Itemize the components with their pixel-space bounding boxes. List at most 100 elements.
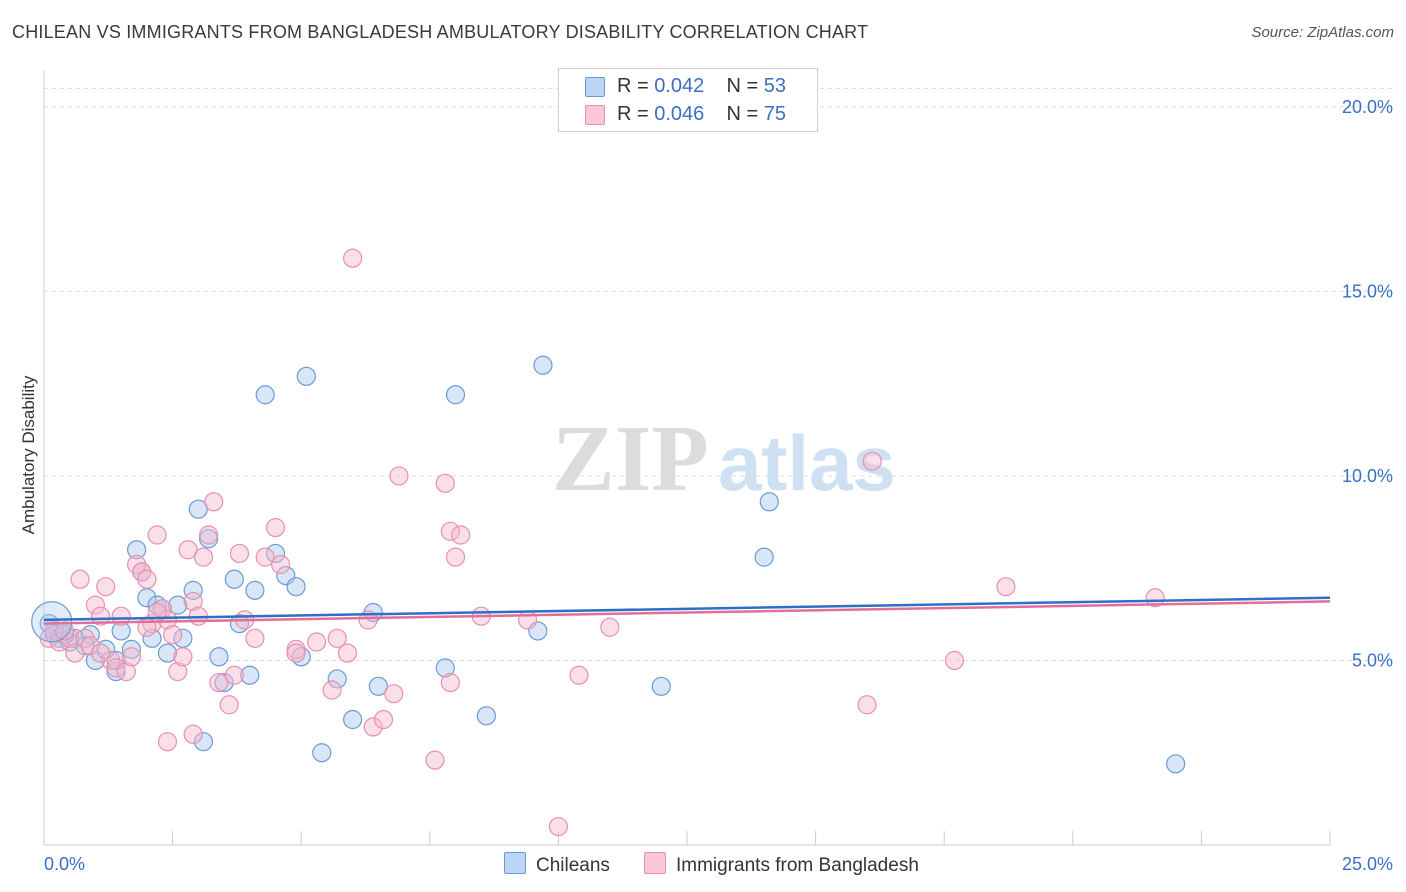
- point-bangladesh: [440, 521, 460, 541]
- point-chilean: [245, 580, 265, 600]
- point-bangladesh: [286, 643, 306, 663]
- axis-layer: 5.0% 10.0% 15.0% 20.0%: [43, 70, 1393, 846]
- point-bangladesh: [517, 610, 538, 630]
- watermark-atlas: atlas: [718, 419, 896, 507]
- point-bangladesh: [265, 518, 286, 538]
- point-bangladesh: [255, 547, 275, 567]
- point-bangladesh: [271, 554, 291, 575]
- trend-layer: [43, 596, 1331, 625]
- point-chilean: [286, 577, 306, 597]
- point-chilean: [142, 628, 162, 648]
- point-chilean: [240, 665, 260, 685]
- bottom-legend-chileans: Chileans: [504, 852, 610, 877]
- legend-n-label: N =: [726, 75, 764, 97]
- point-bangladesh: [121, 647, 142, 667]
- point-chilean: [126, 540, 147, 560]
- grid-layer: [44, 87, 1393, 661]
- point-bangladesh: [451, 525, 471, 545]
- point-bangladesh: [157, 732, 178, 752]
- y-tick-label: 10.0%: [1342, 466, 1393, 486]
- watermark-zip: ZIP: [552, 407, 709, 511]
- y-tick-label: 15.0%: [1342, 281, 1393, 301]
- point-bangladesh: [173, 647, 193, 667]
- point-chilean: [168, 595, 188, 615]
- legend-r-value: 0.046: [654, 103, 705, 125]
- trend-line-chileans: [43, 596, 1331, 622]
- legend-r-label: R =: [617, 75, 655, 97]
- point-bangladesh: [384, 684, 404, 704]
- point-bangladesh: [80, 636, 100, 656]
- point-chilean-cluster: [31, 601, 73, 643]
- point-chilean: [193, 732, 214, 752]
- point-bangladesh: [44, 621, 64, 641]
- point-bangladesh: [445, 547, 466, 567]
- point-bangladesh: [96, 577, 116, 597]
- point-chilean: [1166, 754, 1186, 774]
- point-bangladesh: [70, 569, 90, 589]
- point-bangladesh: [183, 591, 203, 612]
- point-chilean: [296, 366, 316, 386]
- point-chilean: [327, 669, 347, 689]
- point-chilean: [157, 643, 178, 663]
- point-bangladesh: [90, 606, 111, 626]
- bottom-legend-swatch-bangladesh: [644, 852, 666, 874]
- point-bangladesh: [548, 816, 569, 837]
- point-bangladesh: [996, 577, 1016, 597]
- point-chilean: [183, 580, 203, 600]
- point-bangladesh: [54, 621, 75, 641]
- point-chilean: [224, 569, 244, 589]
- point-bangladesh: [322, 680, 342, 700]
- bottom-legend-label-chileans: Chileans: [536, 855, 610, 876]
- point-bangladesh: [219, 695, 239, 715]
- point-bangladesh: [1145, 588, 1165, 608]
- point-bangladesh: [163, 625, 183, 645]
- point-bangladesh: [435, 473, 455, 493]
- point-chilean: [368, 676, 388, 696]
- point-chilean: [476, 706, 496, 726]
- points-layer: [31, 248, 1186, 837]
- x-tick-label-max: 25.0%: [1342, 854, 1393, 874]
- point-bangladesh: [440, 673, 460, 693]
- point-bangladesh: [204, 492, 224, 512]
- point-bangladesh: [106, 658, 126, 678]
- point-chilean: [80, 625, 100, 645]
- point-chilean: [65, 628, 85, 648]
- point-bangladesh: [178, 540, 198, 560]
- y-tick-label: 20.0%: [1342, 97, 1393, 117]
- point-bangladesh: [245, 628, 265, 648]
- point-bangladesh: [373, 709, 394, 730]
- point-bangladesh: [343, 248, 363, 268]
- point-chilean: [75, 636, 95, 656]
- legend-swatch-chileans: [585, 77, 605, 97]
- point-chilean: [188, 499, 208, 519]
- point-chilean: [759, 492, 779, 512]
- legend-swatch-bangladesh: [585, 105, 605, 125]
- point-bangladesh: [157, 610, 178, 630]
- chart-title: CHILEAN VS IMMIGRANTS FROM BANGLADESH AM…: [12, 22, 869, 42]
- point-bangladesh: [65, 643, 85, 663]
- y-axis-label: Ambulatory Disability: [19, 375, 38, 534]
- point-bangladesh: [307, 632, 327, 652]
- legend-n-label: N =: [726, 103, 764, 125]
- point-chilean: [312, 743, 332, 763]
- point-bangladesh: [116, 661, 136, 682]
- point-bangladesh: [229, 543, 250, 564]
- legend-r-label: R =: [617, 103, 655, 125]
- point-bangladesh: [90, 643, 111, 663]
- bottom-legend-label-bangladesh: Immigrants from Bangladesh: [676, 855, 919, 876]
- point-chilean: [255, 385, 275, 405]
- point-bangladesh: [600, 617, 620, 637]
- point-chilean: [343, 709, 363, 730]
- point-chilean: [265, 543, 286, 564]
- point-bangladesh: [363, 717, 383, 737]
- point-bangladesh: [944, 650, 965, 671]
- bottom-legend-bangladesh: Immigrants from Bangladesh: [644, 852, 919, 877]
- point-bangladesh: [199, 525, 219, 545]
- point-chilean: [754, 547, 774, 567]
- point-bangladesh: [85, 595, 106, 615]
- point-bangladesh: [425, 750, 445, 770]
- point-chilean: [214, 673, 234, 693]
- trend-line-bangladesh: [43, 600, 1331, 625]
- legend-n-value: 75: [763, 103, 787, 125]
